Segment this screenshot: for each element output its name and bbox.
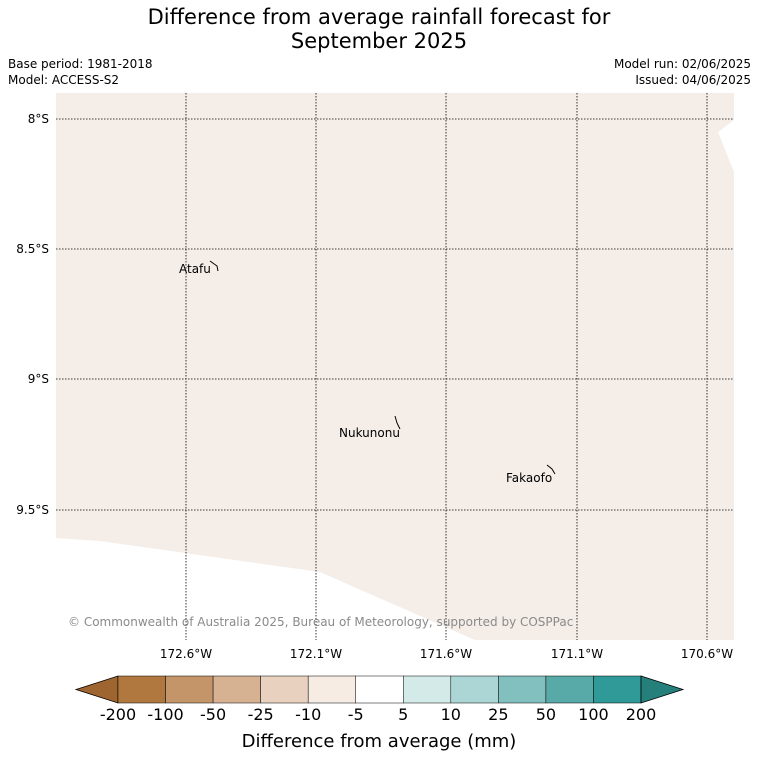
colorbar-segment xyxy=(260,675,309,704)
colorbar-extend-high xyxy=(640,675,685,704)
colorbar-tick-label: 200 xyxy=(626,705,657,724)
lon-label-172-1w: 172.1°W xyxy=(290,647,342,661)
colorbar-tick-label: 5 xyxy=(398,705,408,724)
colorbar-tick-label: -50 xyxy=(200,705,226,724)
place-label-nukunonu: Nukunonu xyxy=(339,426,400,440)
model-name: Model: ACCESS-S2 xyxy=(8,73,120,87)
atoll-fakaofo xyxy=(546,464,556,475)
colorbar-tick-label: -25 xyxy=(248,705,274,724)
colorbar-segment xyxy=(593,675,642,704)
colorbar-tick-label: 100 xyxy=(578,705,609,724)
place-label-atafu: Atafu xyxy=(179,262,211,276)
lat-label-8s: 8°S xyxy=(28,112,49,126)
colorbar-tick-label: -200 xyxy=(100,705,136,724)
lat-label-9s: 9°S xyxy=(28,372,49,386)
meta-left: Base period: 1981-2018 Model: ACCESS-S2 xyxy=(8,56,153,88)
latitude-labels: 8°S 8.5°S 9°S 9.5°S xyxy=(16,112,49,517)
lon-label-171-6w: 171.6°W xyxy=(420,647,472,661)
model-run: Model run: 02/06/2025 xyxy=(613,57,751,71)
title-line-1: Difference from average rainfall forecas… xyxy=(147,5,611,29)
colorbar-segment xyxy=(117,675,166,704)
colorbar-segment xyxy=(307,675,356,704)
atoll-nukunonu xyxy=(394,415,401,430)
issued-date: Issued: 04/06/2025 xyxy=(635,73,751,87)
atoll-atafu xyxy=(209,260,219,272)
colorbar-tick-label: 25 xyxy=(488,705,508,724)
map-panel: Atafu Nukunonu Fakaofo © Commonwealth of… xyxy=(56,93,734,640)
colorbar-segment xyxy=(355,675,404,704)
colorbar-extend-low xyxy=(74,675,119,704)
title-line-2: September 2025 xyxy=(290,29,468,53)
colorbar-segment xyxy=(212,675,261,704)
colorbar-segment xyxy=(450,675,499,704)
colorbar-tick-label: 50 xyxy=(536,705,556,724)
chart-title: Difference from average rainfall forecas… xyxy=(0,5,758,53)
colorbar-segment xyxy=(403,675,452,704)
colorbar-segment xyxy=(545,675,594,704)
meta-right: Model run: 02/06/2025 Issued: 04/06/2025 xyxy=(614,56,751,88)
colorbar-segment xyxy=(165,675,214,704)
lon-label-172-6w: 172.6°W xyxy=(160,647,212,661)
lat-label-9-5s: 9.5°S xyxy=(16,503,49,517)
colorbar-segment xyxy=(498,675,547,704)
lat-label-8-5s: 8.5°S xyxy=(16,242,49,256)
colorbar-tick-label: -5 xyxy=(348,705,364,724)
colorbar-tick-label: 10 xyxy=(441,705,461,724)
colorbar xyxy=(74,675,685,704)
land-region xyxy=(56,93,734,640)
longitude-labels: 172.6°W 172.1°W 171.6°W 171.1°W 170.6°W xyxy=(160,647,733,661)
lon-label-170-6w: 170.6°W xyxy=(681,647,733,661)
colorbar-ticks: -200 -100 -50 -25 -10 -5 5 10 25 50 100 200 xyxy=(100,705,656,724)
colorbar-tick-label: -10 xyxy=(295,705,321,724)
copyright-notice: © Commonwealth of Australia 2025, Bureau… xyxy=(68,615,573,629)
base-period: Base period: 1981-2018 xyxy=(8,57,153,71)
lon-label-171-1w: 171.1°W xyxy=(551,647,603,661)
colorbar-tick-label: -100 xyxy=(147,705,183,724)
colorbar-title: Difference from average (mm) xyxy=(242,731,517,752)
place-label-fakaofo: Fakaofo xyxy=(506,471,552,485)
